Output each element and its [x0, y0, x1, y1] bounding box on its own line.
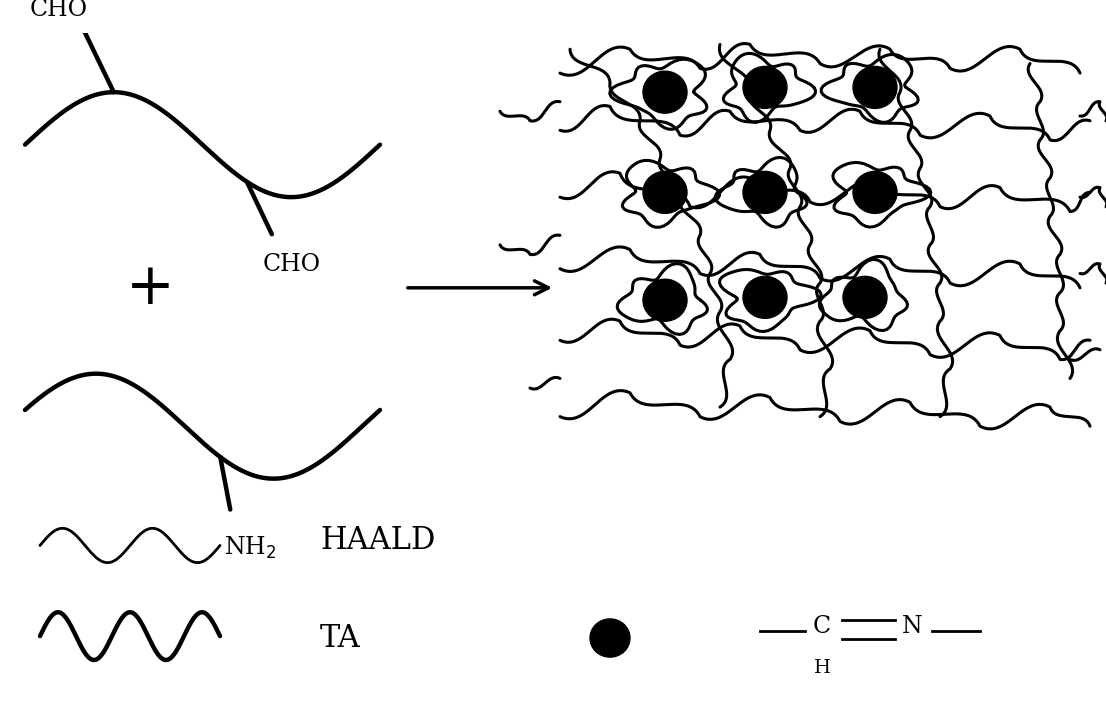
Circle shape [743, 277, 787, 318]
Text: H: H [814, 658, 831, 677]
Circle shape [843, 277, 887, 318]
Circle shape [643, 71, 687, 113]
Circle shape [589, 619, 630, 657]
Circle shape [743, 171, 787, 214]
Text: C: C [813, 615, 831, 638]
Text: NH$_2$: NH$_2$ [225, 535, 276, 562]
Circle shape [853, 171, 897, 214]
Circle shape [643, 279, 687, 321]
Circle shape [643, 171, 687, 214]
Text: CHO: CHO [30, 0, 87, 21]
Text: N: N [901, 615, 922, 638]
Text: HAALD: HAALD [320, 525, 436, 556]
Text: TA: TA [320, 622, 361, 653]
Circle shape [853, 66, 897, 108]
Text: CHO: CHO [263, 253, 321, 277]
Circle shape [743, 66, 787, 108]
Text: +: + [126, 260, 175, 316]
